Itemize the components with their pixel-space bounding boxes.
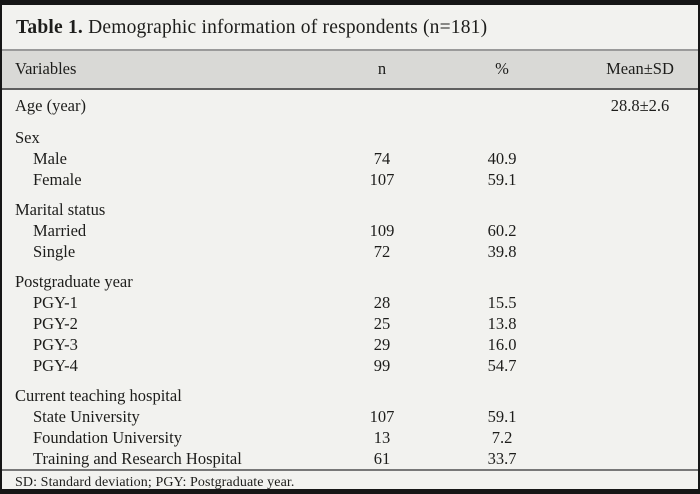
table-title: Table 1. Demographic information of resp… [2,5,698,49]
mean-sd-value [582,220,698,241]
mean-sd-value [582,406,698,427]
header-row: Variables n % Mean±SD [2,49,698,90]
table-row: Female 107 59.1 [2,169,698,190]
col-header-percent: % [422,49,582,90]
mean-sd-value [582,334,698,355]
table-row: PGY-3 29 16.0 [2,334,698,355]
percent-value [422,262,582,292]
group-row: Postgraduate year [2,262,698,292]
mean-sd-value [582,313,698,334]
percent-value: 54.7 [487,356,517,375]
n-value: 61 [373,449,391,468]
n-value: 29 [373,335,391,354]
n-value: 107 [369,407,395,426]
group-row: Sex [2,118,698,148]
n-value: 74 [373,149,391,168]
row-label: Single [33,242,76,261]
percent-value: 7.2 [491,428,513,447]
row-label: Training and Research Hospital [33,449,242,468]
percent-value [422,89,582,118]
mean-sd-value [582,262,698,292]
col-header-n: n [342,49,422,90]
mean-sd-value [582,190,698,220]
row-label: Current teaching hospital [15,386,182,405]
n-value [342,118,422,148]
col-header-mean-sd: Mean±SD [582,49,698,90]
percent-value [422,376,582,406]
mean-sd-value [582,148,698,169]
mean-sd-value: 28.8±2.6 [610,96,670,115]
percent-value [422,118,582,148]
n-value: 28 [373,293,391,312]
mean-sd-value [582,427,698,448]
table-row: PGY-1 28 15.5 [2,292,698,313]
table-row: State University 107 59.1 [2,406,698,427]
n-value [342,89,422,118]
mean-sd-value [582,292,698,313]
percent-value: 39.8 [487,242,517,261]
mean-sd-value [582,376,698,406]
n-value [342,262,422,292]
n-value: 109 [369,221,395,240]
row-label: Postgraduate year [15,272,133,291]
percent-value: 60.2 [487,221,517,240]
table-row: Age (year) 28.8±2.6 [2,89,698,118]
percent-value: 16.0 [487,335,517,354]
n-value: 99 [373,356,391,375]
table-row: Training and Research Hospital 61 33.7 [2,448,698,469]
percent-value: 13.8 [487,314,517,333]
row-label: Marital status [15,200,106,219]
n-value: 72 [373,242,391,261]
n-value [342,190,422,220]
table-row: PGY-4 99 54.7 [2,355,698,376]
table-caption: Demographic information of respondents (… [88,17,488,38]
percent-value: 59.1 [487,170,517,189]
row-label: State University [33,407,140,426]
col-header-variables: Variables [2,49,342,90]
footnote: SD: Standard deviation; PGY: Postgraduat… [2,469,698,489]
demographics-table: Variables n % Mean±SD Age (year) 28.8±2.6… [2,49,698,469]
table-row: Male 74 40.9 [2,148,698,169]
n-value [342,376,422,406]
mean-sd-value [582,241,698,262]
n-value: 25 [373,314,391,333]
row-label: Married [33,221,87,240]
table-number-label: Table 1. [16,17,83,38]
table-row: Single 72 39.8 [2,241,698,262]
row-label: Sex [15,128,40,147]
row-label: Female [33,170,82,189]
mean-sd-value [582,448,698,469]
row-label: Male [33,149,67,168]
n-value: 107 [369,170,395,189]
percent-value: 59.1 [487,407,517,426]
group-row: Current teaching hospital [2,376,698,406]
mean-sd-value [582,355,698,376]
row-label: PGY-2 [33,314,78,333]
table-row: Foundation University 13 7.2 [2,427,698,448]
row-label: PGY-4 [33,356,78,375]
group-row: Marital status [2,190,698,220]
percent-value: 33.7 [487,449,517,468]
row-label: Age (year) [15,96,86,115]
row-label: PGY-1 [33,293,78,312]
percent-value: 15.5 [487,293,517,312]
percent-value [422,190,582,220]
row-label: Foundation University [33,428,182,447]
table-row: Married 109 60.2 [2,220,698,241]
mean-sd-value [582,169,698,190]
n-value: 13 [373,428,391,447]
mean-sd-value [582,118,698,148]
percent-value: 40.9 [487,149,517,168]
table-row: PGY-2 25 13.8 [2,313,698,334]
row-label: PGY-3 [33,335,78,354]
